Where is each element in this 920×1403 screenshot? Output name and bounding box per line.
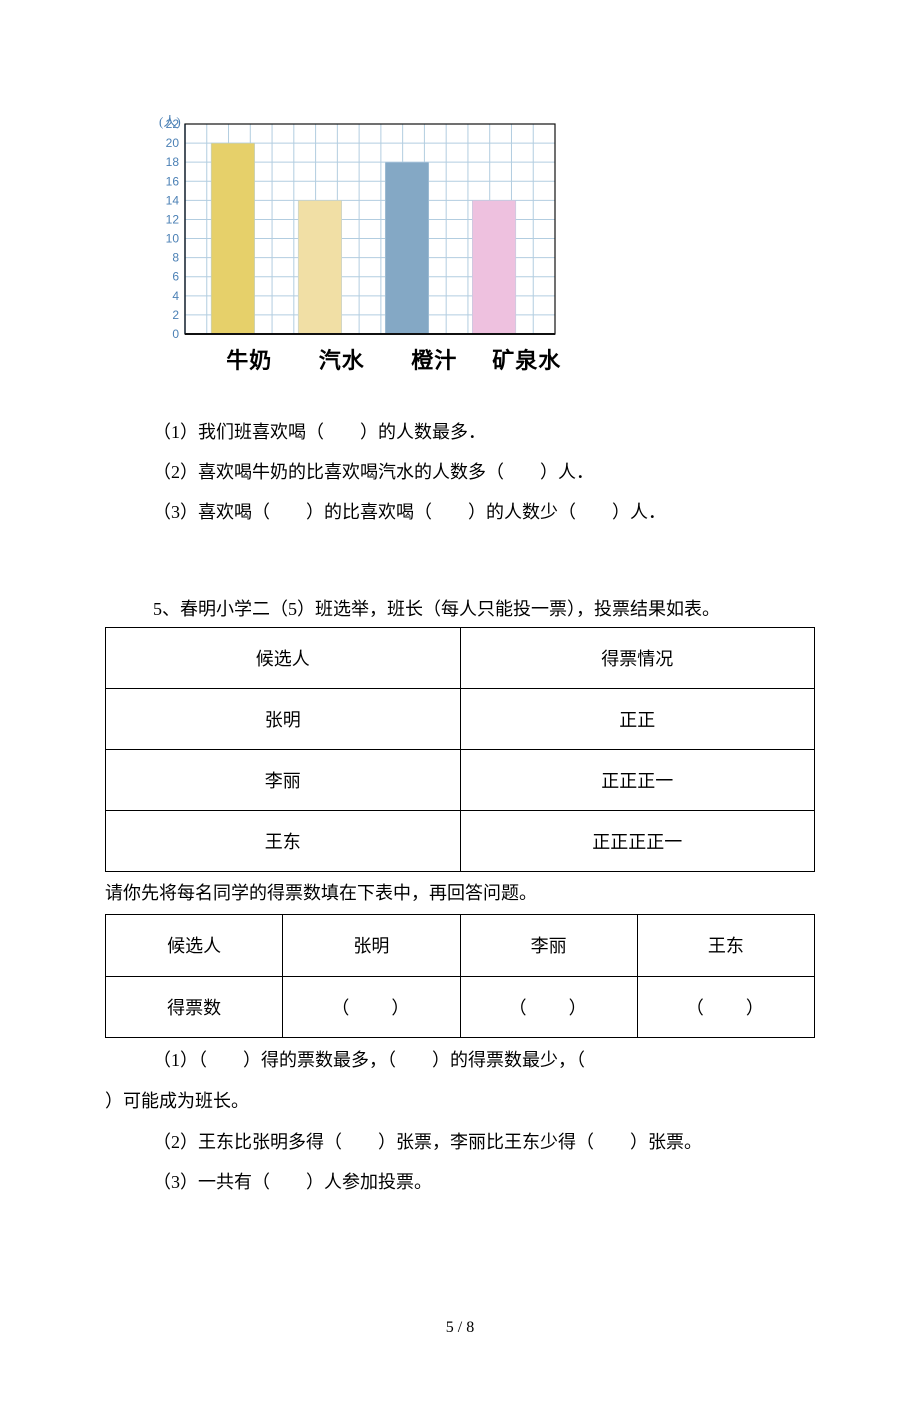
section5-q1-line2: ）可能成为班长。 (105, 1080, 815, 1122)
section5-q2: （2）王东比张明多得（ ）张票，李丽比王东少得（ ）张票。 (153, 1122, 815, 1162)
chart-category-label: 矿泉水 (481, 340, 574, 382)
section5-q3: （3）一共有（ ）人参加投票。 (153, 1162, 815, 1202)
votes-blank: （ ） (637, 976, 814, 1037)
votes-col-name: 李丽 (460, 915, 637, 976)
svg-text:16: 16 (166, 174, 180, 188)
page-number: 5 / 8 (105, 1313, 815, 1343)
tally-cell: 正正正一 (460, 749, 815, 810)
table-row: 李丽 正正正一 (106, 749, 815, 810)
chart-q2: （2）喜欢喝牛奶的比喜欢喝汽水的人数多（ ）人． (153, 452, 815, 492)
svg-text:4: 4 (172, 289, 179, 303)
section5-q1-line1: （1）（ ）得的票数最多，（ ）的得票数最少，（ (153, 1040, 815, 1080)
svg-text:18: 18 (166, 155, 180, 169)
votes-col-name: 王东 (637, 915, 814, 976)
table-row: 候选人 张明 李丽 王东 (106, 915, 815, 976)
svg-text:6: 6 (172, 270, 179, 284)
candidate-cell: 李丽 (106, 749, 461, 810)
chart-questions: （1）我们班喜欢喝（ ）的人数最多． （2）喜欢喝牛奶的比喜欢喝汽水的人数多（ … (105, 412, 815, 533)
chart-y-axis-label: (人) (159, 110, 181, 135)
svg-text:0: 0 (172, 327, 179, 340)
tally-cell: 正正 (460, 688, 815, 749)
table-row: 张明 正正 (106, 688, 815, 749)
svg-text:20: 20 (166, 136, 180, 150)
tally-col-header-votes: 得票情况 (460, 627, 815, 688)
table-row: 候选人 得票情况 (106, 627, 815, 688)
svg-text:10: 10 (166, 232, 180, 246)
votes-col-name: 张明 (283, 915, 460, 976)
section5-lead: 5、春明小学二（5）班选举，班长（每人只能投一票），投票结果如表。 (153, 592, 815, 626)
chart-category-label: 橙汁 (388, 340, 481, 382)
votes-col-header: 候选人 (106, 915, 283, 976)
chart-category-label: 牛奶 (203, 340, 296, 382)
svg-text:12: 12 (166, 212, 180, 226)
candidate-cell: 王东 (106, 811, 461, 872)
tally-table: 候选人 得票情况 张明 正正 李丽 正正正一 王东 正正正正一 (105, 627, 815, 873)
svg-text:2: 2 (172, 308, 179, 322)
votes-blank: （ ） (283, 976, 460, 1037)
chart-q1: （1）我们班喜欢喝（ ）的人数最多． (153, 412, 815, 452)
table-row: 王东 正正正正一 (106, 811, 815, 872)
tally-cell: 正正正正一 (460, 811, 815, 872)
votes-blank: （ ） (460, 976, 637, 1037)
svg-text:8: 8 (172, 251, 179, 265)
votes-fill-table: 候选人 张明 李丽 王东 得票数 （ ） （ ） （ ） (105, 914, 815, 1037)
votes-row-header: 得票数 (106, 976, 283, 1037)
table-row: 得票数 （ ） （ ） （ ） (106, 976, 815, 1037)
svg-text:14: 14 (166, 193, 180, 207)
chart-svg: 0246810121416182022 (135, 110, 565, 340)
chart-category-label: 汽水 (296, 340, 389, 382)
chart-category-labels: 牛奶汽水橙汁矿泉水 (203, 340, 573, 382)
drinks-bar-chart: (人) 0246810121416182022 牛奶汽水橙汁矿泉水 (135, 110, 565, 382)
section5-instruction: 请你先将每名同学的得票数填在下表中，再回答问题。 (105, 872, 815, 914)
tally-col-header-candidate: 候选人 (106, 627, 461, 688)
chart-q3: （3）喜欢喝（ ）的比喜欢喝（ ）的人数少（ ）人． (153, 492, 815, 532)
candidate-cell: 张明 (106, 688, 461, 749)
